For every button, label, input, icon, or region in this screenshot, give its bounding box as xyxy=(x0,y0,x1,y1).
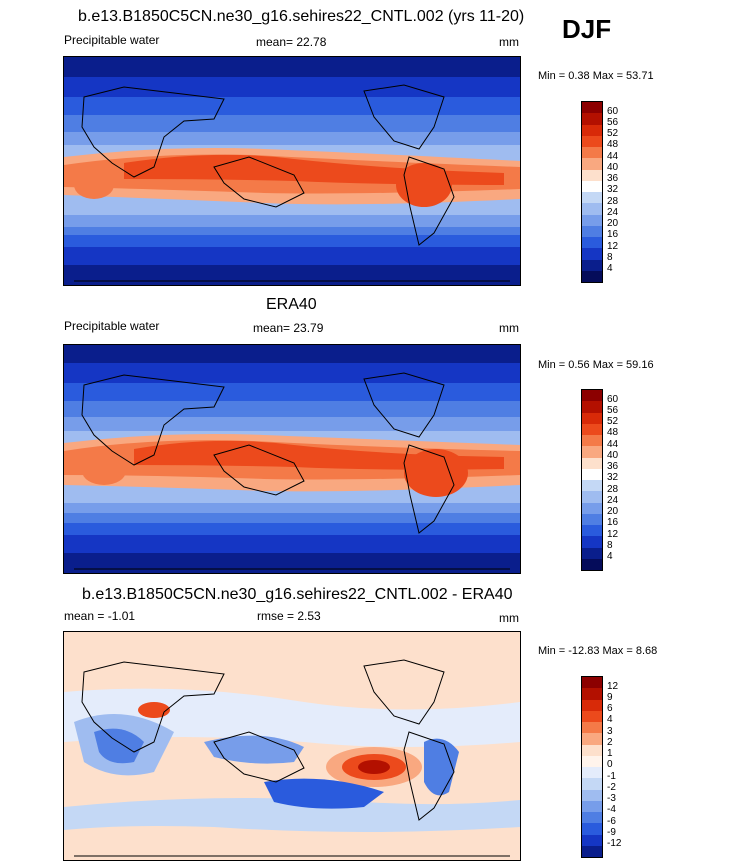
colorbar-tick-label: 20 xyxy=(607,506,619,517)
colorbar-tick-label: 8 xyxy=(607,252,613,263)
colorbar-tick-label: 6 xyxy=(607,703,613,714)
panel1-colorbar xyxy=(581,101,603,283)
colorbar-tick-label: 24 xyxy=(607,207,619,218)
colorbar-tick-label: 56 xyxy=(607,405,619,416)
colorbar-tick-label: 40 xyxy=(607,450,619,461)
colorbar-tick-label: 44 xyxy=(607,439,619,450)
colorbar-tick-label: 36 xyxy=(607,173,619,184)
colorbar-tick-label: 56 xyxy=(607,117,619,128)
colorbar-tick-label: 12 xyxy=(607,529,619,540)
panel3-minmax-label: Min = -12.83 Max = 8.68 xyxy=(538,645,658,657)
colorbar-tick-label: 9 xyxy=(607,692,613,703)
colorbar-tick-label: 48 xyxy=(607,427,619,438)
colorbar-tick-label: 3 xyxy=(607,726,613,737)
colorbar-tick-label: -4 xyxy=(607,804,616,815)
colorbar-tick-label: -3 xyxy=(607,793,616,804)
colorbar-tick-label: 60 xyxy=(607,106,619,117)
colorbar-tick-label: 28 xyxy=(607,196,619,207)
colorbar-tick-label: 32 xyxy=(607,472,619,483)
panel2-title: ERA40 xyxy=(266,296,317,313)
colorbar-tick-label: 28 xyxy=(607,484,619,495)
panel3-mean-label: mean = -1.01 xyxy=(64,609,136,623)
colorbar-tick-label: 16 xyxy=(607,229,619,240)
colorbar-tick-label: -6 xyxy=(607,816,616,827)
panel3-colorbar xyxy=(581,676,603,858)
panel1-mean-label: mean= 22.78 xyxy=(256,35,327,49)
colorbar-tick-label: 60 xyxy=(607,394,619,405)
panel2-units-label: mm xyxy=(499,321,519,335)
colorbar-tick-label: 12 xyxy=(607,241,619,252)
colorbar-tick-label: 20 xyxy=(607,218,619,229)
panel3-rmse-label: rmse = 2.53 xyxy=(257,609,321,623)
colorbar-tick-label: 24 xyxy=(607,495,619,506)
panel1-variable-label: Precipitable water xyxy=(64,33,160,47)
colorbar-tick-label: 8 xyxy=(607,540,613,551)
colorbar-tick-label: 16 xyxy=(607,517,619,528)
panel1-map xyxy=(63,56,521,286)
colorbar-tick-label: 32 xyxy=(607,184,619,195)
colorbar-tick-label: 4 xyxy=(607,263,613,274)
colorbar-tick-label: 2 xyxy=(607,737,613,748)
panel3-title: b.e13.B1850C5CN.ne30_g16.sehires22_CNTL.… xyxy=(82,586,513,603)
colorbar-tick-label: -12 xyxy=(607,838,622,849)
panel2-minmax-label: Min = 0.56 Max = 59.16 xyxy=(538,359,654,371)
panel2-colorbar xyxy=(581,389,603,571)
panel2-map xyxy=(63,344,521,574)
colorbar-tick-label: 0 xyxy=(607,759,613,770)
colorbar-tick-label: -1 xyxy=(607,771,616,782)
colorbar-tick-label: -9 xyxy=(607,827,616,838)
colorbar-tick-label: 4 xyxy=(607,551,613,562)
colorbar-tick-label: -2 xyxy=(607,782,616,793)
colorbar-tick-label: 52 xyxy=(607,416,619,427)
colorbar-tick-label: 48 xyxy=(607,139,619,150)
panel2-mean-label: mean= 23.79 xyxy=(253,321,324,335)
colorbar-tick-label: 52 xyxy=(607,128,619,139)
colorbar-tick-label: 4 xyxy=(607,714,613,725)
panel3-map xyxy=(63,631,521,861)
colorbar-tick-label: 36 xyxy=(607,461,619,472)
colorbar-tick-label: 12 xyxy=(607,681,619,692)
season-label: DJF xyxy=(562,14,612,44)
colorbar-tick-label: 44 xyxy=(607,151,619,162)
colorbar-tick-label: 40 xyxy=(607,162,619,173)
panel1-units-label: mm xyxy=(499,35,519,49)
panel2-variable-label: Precipitable water xyxy=(64,319,160,333)
panel1-title: b.e13.B1850C5CN.ne30_g16.sehires22_CNTL.… xyxy=(78,8,525,25)
panel3-units-label: mm xyxy=(499,611,519,625)
colorbar-tick-label: 1 xyxy=(607,748,613,759)
panel1-minmax-label: Min = 0.38 Max = 53.71 xyxy=(538,70,654,82)
